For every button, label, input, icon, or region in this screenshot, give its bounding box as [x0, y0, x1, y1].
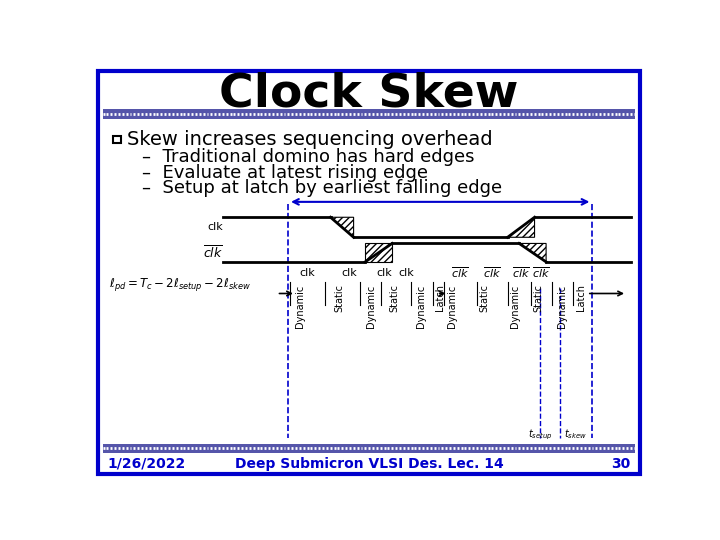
Text: 1/26/2022: 1/26/2022	[107, 457, 186, 471]
Text: Clock Skew: Clock Skew	[220, 72, 518, 117]
Text: $\overline{clk}$: $\overline{clk}$	[513, 265, 531, 280]
Text: Deep Submicron VLSI Des. Lec. 14: Deep Submicron VLSI Des. Lec. 14	[235, 457, 503, 471]
Text: clk: clk	[342, 268, 358, 278]
Text: clk: clk	[207, 222, 222, 232]
Text: $\ell_{pd} = T_c - 2\ell_{setup} - 2\ell_{skew}$: $\ell_{pd} = T_c - 2\ell_{setup} - 2\ell…	[109, 276, 251, 293]
Text: Dynamic: Dynamic	[416, 284, 426, 327]
Text: $t_{setup}$: $t_{setup}$	[528, 427, 552, 442]
Text: Static: Static	[335, 284, 345, 312]
Text: –  Traditional domino has hard edges: – Traditional domino has hard edges	[142, 148, 474, 166]
Polygon shape	[519, 244, 546, 262]
Text: clk: clk	[377, 268, 392, 278]
Text: clk: clk	[398, 268, 414, 278]
Text: $\overline{clk}$: $\overline{clk}$	[531, 265, 549, 280]
Polygon shape	[365, 244, 392, 262]
Text: clk: clk	[300, 268, 315, 278]
Text: Dynamic: Dynamic	[447, 284, 457, 327]
Text: Static: Static	[480, 284, 490, 312]
Text: –  Evaluate at latest rising edge: – Evaluate at latest rising edge	[142, 164, 428, 181]
Text: Static: Static	[390, 284, 400, 312]
Text: Dynamic: Dynamic	[557, 284, 567, 327]
Bar	[102, 110, 636, 119]
Text: Latch: Latch	[435, 284, 445, 311]
Text: Dynamic: Dynamic	[510, 284, 521, 327]
Text: Latch: Latch	[576, 284, 586, 311]
Text: Dynamic: Dynamic	[294, 284, 305, 327]
Text: Skew increases sequencing overhead: Skew increases sequencing overhead	[127, 130, 493, 149]
Bar	[102, 444, 636, 453]
Text: Static: Static	[534, 284, 544, 312]
Text: –  Setup at latch by earliest falling edge: – Setup at latch by earliest falling edg…	[142, 179, 502, 197]
Text: $t_{skew}$: $t_{skew}$	[564, 428, 587, 441]
Text: $\overline{clk}$: $\overline{clk}$	[203, 245, 222, 261]
Bar	[113, 136, 121, 143]
Text: Dynamic: Dynamic	[366, 284, 376, 327]
Text: $\overline{clk}$: $\overline{clk}$	[483, 265, 501, 280]
Text: $\overline{clk}$: $\overline{clk}$	[451, 265, 469, 280]
Polygon shape	[330, 217, 354, 237]
Polygon shape	[508, 217, 534, 237]
Text: 30: 30	[611, 457, 631, 471]
